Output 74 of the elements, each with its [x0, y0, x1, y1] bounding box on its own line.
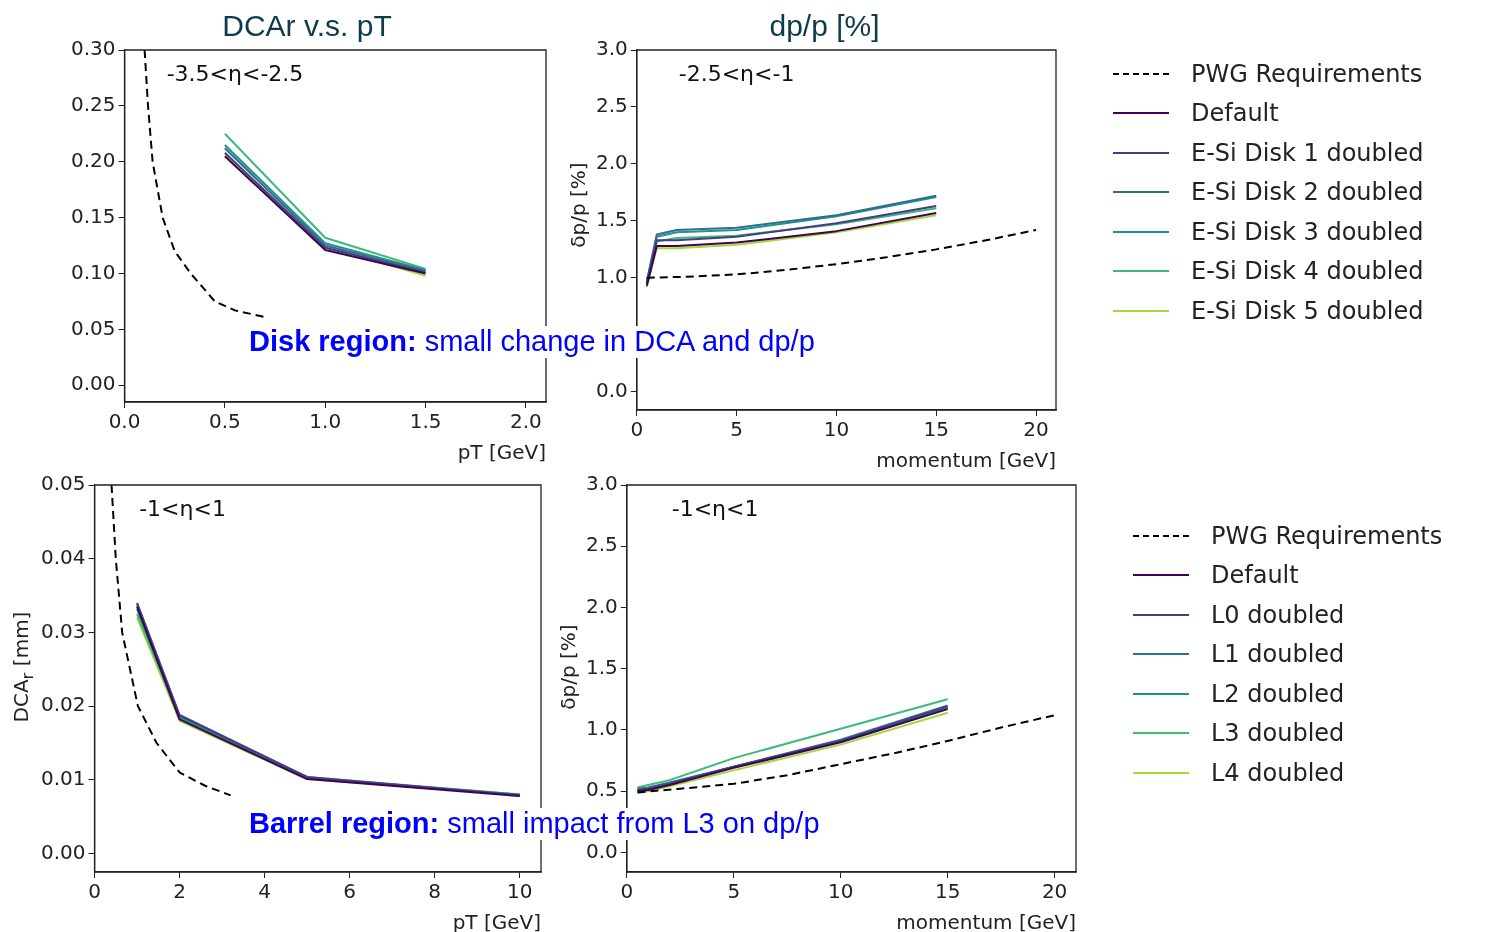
- x-tick-label: 20: [1023, 417, 1049, 442]
- x-tick-label: 6: [343, 879, 357, 904]
- y-tick-label: 0.10: [71, 259, 116, 284]
- chart-title: DCAr v.s. pT: [222, 9, 392, 43]
- y-tick-label: 0.25: [71, 92, 116, 117]
- x-tick-label: 10: [823, 417, 850, 442]
- annotation: -1<η<1: [671, 495, 759, 521]
- y-tick-label: 0.04: [41, 544, 86, 569]
- x-tick-label: 1.5: [409, 409, 442, 434]
- x-axis-title: pT [GeV]: [457, 440, 546, 465]
- y-tick-label: 1.0: [595, 264, 628, 289]
- y-tick-label: 0.05: [41, 471, 86, 496]
- x-tick-label: 20: [1041, 879, 1068, 904]
- y-tick-label: 0.15: [71, 203, 116, 228]
- legend-label: E-Si Disk 4 doubled: [1191, 257, 1424, 286]
- annotation: -2.5<η<-1: [678, 60, 795, 86]
- x-tick-label: 5: [727, 879, 741, 904]
- x-axis-title: momentum [GeV]: [896, 910, 1076, 932]
- y-tick-label: 1.5: [585, 654, 618, 679]
- x-tick-label: 0: [620, 879, 634, 904]
- y-tick-label: 0.03: [41, 618, 86, 643]
- x-tick-label: 2: [173, 879, 186, 904]
- x-tick-label: 1.0: [309, 409, 342, 434]
- x-tick-label: 15: [923, 417, 949, 442]
- y-tick-label: 2.0: [585, 593, 618, 618]
- x-tick-label: 8: [428, 879, 442, 904]
- y-tick-label: 0.01: [41, 766, 86, 791]
- y-tick-label: 1.0: [585, 716, 618, 741]
- y-tick-label: 3.0: [595, 36, 628, 61]
- legend-label: PWG Requirements: [1211, 521, 1443, 550]
- x-tick-label: 0.5: [208, 409, 241, 434]
- x-axis-title: momentum [GeV]: [876, 448, 1056, 473]
- x-tick-label: 5: [730, 417, 743, 442]
- legend-label: Default: [1211, 561, 1299, 590]
- y-tick-label: 3.0: [585, 471, 618, 496]
- y-tick-label: 0.05: [71, 315, 116, 340]
- y-tick-label: 0.00: [71, 371, 116, 396]
- y-tick-label: 2.5: [595, 93, 628, 118]
- x-tick-label: 10: [827, 879, 854, 904]
- legend-label: E-Si Disk 2 doubled: [1191, 178, 1424, 207]
- y-tick-label: 2.0: [595, 150, 628, 175]
- y-tick-label: 1.5: [595, 207, 628, 232]
- annotation: Barrel region: small impact from L3 on dp/p: [249, 807, 820, 839]
- x-tick-label: 0.0: [108, 409, 141, 434]
- y-axis-title: δp/p [%]: [556, 624, 580, 711]
- y-tick-label: 0.02: [41, 692, 86, 717]
- y-tick-label: 0.0: [595, 377, 628, 402]
- annotation: Disk region: small change in DCA and dp/p: [249, 325, 815, 357]
- legend-label: L2 doubled: [1211, 679, 1345, 708]
- annotation: -3.5<η<-2.5: [166, 60, 304, 86]
- legend-label: L4 doubled: [1211, 758, 1345, 787]
- x-tick-label: 0: [630, 417, 644, 442]
- x-tick-label: 2.0: [510, 409, 542, 434]
- legend-label: L1 doubled: [1211, 640, 1345, 669]
- legend-label: Default: [1191, 99, 1279, 128]
- x-tick-label: 15: [934, 879, 961, 904]
- y-tick-label: 0.0: [585, 838, 618, 863]
- legend-label: E-Si Disk 1 doubled: [1191, 138, 1424, 167]
- legend-label: L3 doubled: [1211, 719, 1345, 748]
- y-axis-title: δp/p [%]: [566, 162, 590, 249]
- legend-label: E-Si Disk 3 doubled: [1191, 217, 1424, 246]
- x-tick-label: 0: [88, 879, 101, 904]
- chart-title: dp/p [%]: [769, 9, 880, 43]
- x-tick-label: 4: [258, 879, 271, 904]
- legend-label: E-Si Disk 5 doubled: [1191, 296, 1424, 325]
- legend-label: L0 doubled: [1211, 600, 1345, 629]
- y-tick-label: 2.5: [585, 532, 618, 557]
- y-tick-label: 0.20: [71, 147, 116, 172]
- y-tick-label: 0.00: [41, 839, 86, 864]
- annotation: -1<η<1: [139, 495, 226, 521]
- y-tick-label: 0.5: [585, 777, 618, 802]
- x-tick-label: 10: [507, 879, 533, 904]
- legend-label: PWG Requirements: [1191, 59, 1423, 88]
- y-tick-label: 0.30: [71, 36, 116, 61]
